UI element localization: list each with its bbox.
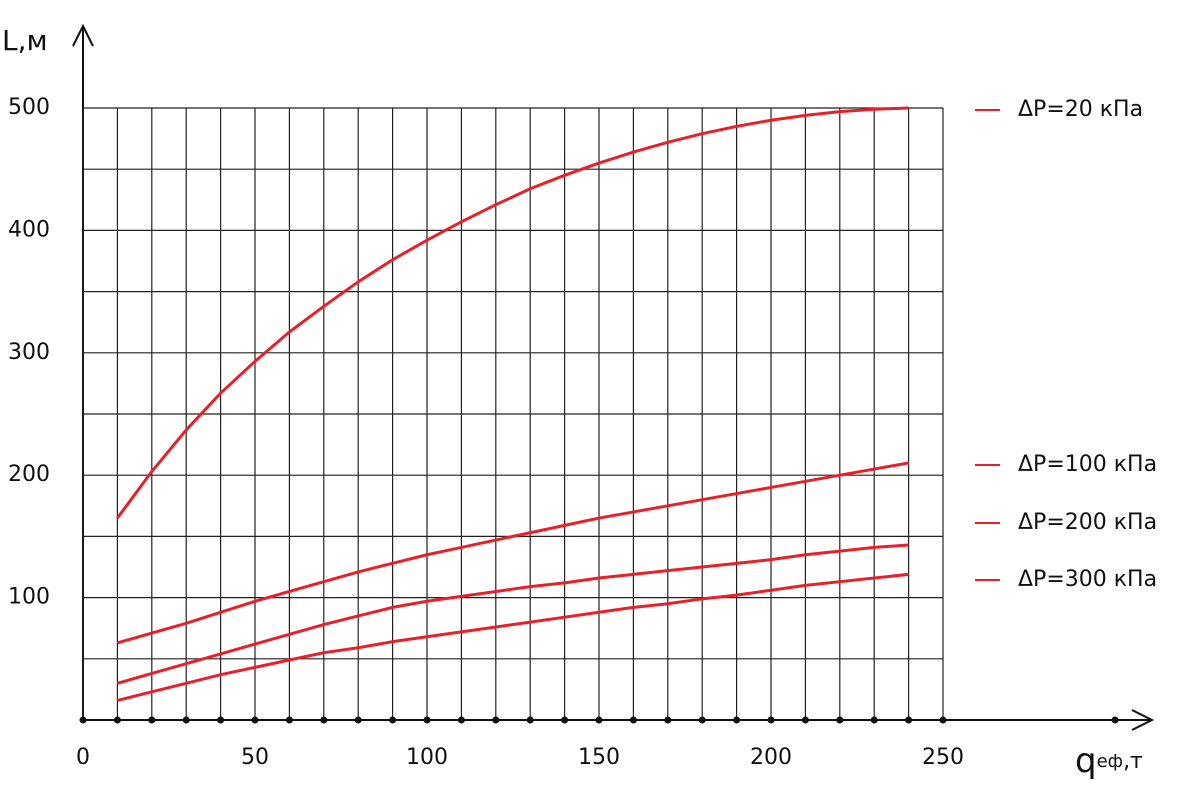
tick-dot: [595, 716, 603, 724]
tick-dot: [664, 716, 672, 724]
tick-dot: [354, 716, 362, 724]
legend-label: ΔP=20 кПа: [1018, 97, 1143, 122]
y-tick-label: 300: [8, 340, 50, 365]
x-tick-label: 50: [241, 745, 269, 770]
tick-dot: [733, 716, 741, 724]
tick-dot: [870, 716, 878, 724]
x-label-sub: еф: [1097, 751, 1123, 772]
legend-label: ΔP=100 кПа: [1018, 452, 1157, 477]
y-tick-label: 200: [8, 462, 50, 487]
y-axis-label: L,м: [2, 24, 48, 57]
tick-dot: [217, 716, 225, 724]
tick-dot: [423, 716, 431, 724]
tick-dot: [182, 716, 190, 724]
tick-dot: [526, 716, 534, 724]
tick-dot: [492, 716, 500, 724]
tick-dot: [285, 716, 293, 724]
line-series: [117, 572, 909, 702]
tick-dot: [79, 716, 87, 724]
axis-end-dot: [1111, 716, 1119, 724]
line-series: [116, 106, 909, 519]
x-tick-label: 150: [578, 745, 620, 770]
tick-dot: [561, 716, 569, 724]
y-tick-label: 100: [8, 585, 50, 610]
x-label-unit: ,т: [1123, 749, 1143, 774]
x-axis-arrow: [1131, 709, 1155, 731]
tick-dot: [698, 716, 706, 724]
line-series: [116, 461, 909, 645]
x-tick-label: 200: [750, 745, 792, 770]
y-axis-arrow: [72, 23, 94, 47]
tick-dot: [320, 716, 328, 724]
x-tick-label: 0: [76, 745, 90, 770]
tick-dot: [629, 716, 637, 724]
tick-dot: [801, 716, 809, 724]
x-tick-label: 100: [406, 745, 448, 770]
tick-dot: [457, 716, 465, 724]
line-series: [116, 543, 909, 685]
legend-label: ΔP=300 кПа: [1018, 567, 1157, 592]
x-axis-label: qеф,т: [1075, 741, 1143, 781]
x-label-main: q: [1075, 741, 1097, 781]
tick-dot: [836, 716, 844, 724]
tick-dot: [767, 716, 775, 724]
tick-dot: [251, 716, 259, 724]
y-tick-label: 400: [8, 217, 50, 242]
tick-dot: [939, 716, 947, 724]
tick-dot: [389, 716, 397, 724]
tick-dot: [113, 716, 121, 724]
tick-dot: [148, 716, 156, 724]
tick-dot: [905, 716, 913, 724]
x-tick-label: 250: [922, 745, 964, 770]
y-tick-label: 500: [8, 95, 50, 120]
legend-label: ΔP=200 кПа: [1018, 510, 1157, 535]
